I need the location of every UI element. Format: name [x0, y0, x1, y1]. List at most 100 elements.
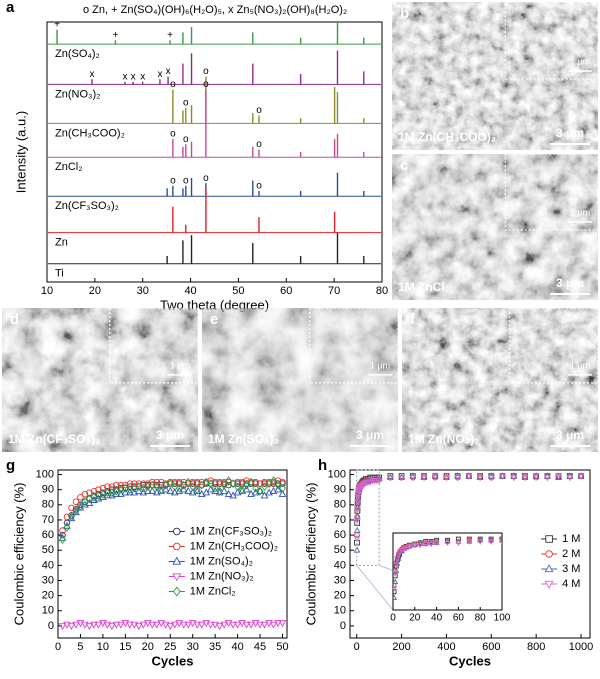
data-point	[247, 477, 255, 487]
inset-point	[393, 594, 398, 600]
data-point	[76, 620, 85, 628]
data-point	[251, 488, 260, 496]
data-point	[532, 472, 540, 479]
data-point	[220, 486, 228, 494]
zoom-region	[356, 469, 380, 566]
data-point	[63, 519, 71, 527]
plot-frame	[349, 469, 591, 639]
data-point	[197, 621, 206, 629]
micrograph-image	[392, 154, 598, 300]
inset-point	[428, 541, 435, 548]
data-point	[386, 475, 394, 482]
x-tick-label: 20	[142, 641, 154, 653]
data-point	[229, 621, 237, 629]
data-point	[149, 478, 156, 486]
x-tick-label: 45	[254, 641, 266, 653]
peak-symbol: o	[256, 139, 262, 150]
x-tick-label: 10	[97, 641, 109, 653]
data-point	[532, 473, 540, 480]
y-tick-label: 100	[328, 468, 346, 480]
micrograph-caption: 1M ZnCl₂	[398, 280, 450, 294]
x-axis-label: Cycles	[449, 653, 491, 668]
peak-symbol: o	[183, 134, 189, 145]
data-point	[117, 481, 125, 489]
inset-point	[393, 573, 398, 579]
data-point	[265, 620, 273, 628]
data-point	[211, 621, 219, 629]
inset-frame	[109, 308, 198, 384]
data-point	[134, 486, 143, 494]
data-point	[261, 482, 268, 492]
inset-x-tick-label: 20	[409, 613, 421, 624]
data-point	[117, 489, 125, 497]
data-point	[121, 488, 130, 496]
data-point	[180, 480, 188, 490]
legend-label: 4 M	[562, 578, 580, 590]
y-axis-label: Intensity (a.u.)	[13, 111, 28, 193]
legend-label: 1M ZnCl₂	[190, 585, 236, 597]
legend-label: 3 M	[562, 563, 580, 575]
zoom-connector	[356, 565, 394, 611]
data-point	[77, 493, 84, 501]
inset-scale-label: 1 μm	[170, 360, 190, 370]
data-point	[233, 621, 242, 629]
inset-x-tick-label: 100	[494, 613, 511, 624]
inset-scale-label: 1 μm	[570, 360, 590, 370]
data-point	[135, 482, 143, 492]
micrograph: 1 μm e 1M Zn(SO₄)₂ 3 μm	[202, 308, 398, 452]
data-point	[77, 501, 84, 511]
data-point	[398, 473, 405, 480]
micrograph-caption: 1M Zn(SO₄)₂	[208, 432, 279, 446]
data-point	[121, 620, 130, 628]
data-point	[202, 620, 211, 628]
data-point	[238, 485, 246, 495]
legend-label: 1M Zn(SO₄)₂	[190, 555, 253, 567]
data-point	[180, 478, 187, 486]
data-point	[94, 494, 103, 502]
x-tick-label: 40	[231, 641, 243, 653]
data-point	[256, 486, 264, 494]
data-point	[143, 486, 152, 494]
data-point	[206, 485, 215, 493]
data-point	[229, 479, 237, 488]
inset-scale-label: 1 μm	[570, 207, 590, 217]
peak-symbol: o	[203, 173, 209, 184]
data-point	[184, 477, 192, 487]
x-tick-label: 5	[77, 641, 83, 653]
data-point	[354, 494, 362, 502]
data-point	[72, 506, 80, 516]
x-tick-label: 0	[55, 641, 61, 653]
data-point	[148, 486, 157, 494]
data-point	[139, 621, 148, 629]
x-tick-label: 50	[276, 641, 288, 653]
data-point	[224, 489, 233, 497]
data-point	[108, 623, 116, 631]
peak-symbol: o	[170, 129, 176, 140]
data-point	[465, 472, 473, 479]
data-point	[243, 480, 250, 490]
y-tick-label: 30	[334, 574, 346, 586]
data-point	[179, 485, 188, 493]
peak-symbol: o	[170, 175, 176, 186]
y-axis-label: Coulombic efficiency (%)	[11, 483, 26, 626]
inset-frame	[309, 308, 398, 384]
data-point	[242, 621, 251, 629]
panel-label: g	[6, 457, 15, 474]
scale-bar-label: 3 μm	[356, 428, 384, 442]
data-point	[251, 620, 260, 628]
micrograph-caption: 1M Zn(CH₃COO)₂	[398, 130, 496, 144]
x-tick-label: 30	[187, 641, 199, 653]
data-point	[499, 473, 506, 480]
peak-symbol: o	[203, 66, 209, 77]
data-point	[216, 478, 223, 486]
x-tick-label: 200	[392, 641, 410, 653]
y-tick-label: 100	[36, 468, 54, 480]
data-point	[265, 479, 273, 488]
micrograph: 1 μm b 1M Zn(CH₃COO)₂ 3 μm	[392, 2, 598, 150]
micrograph-image	[2, 308, 198, 452]
inset-point	[393, 562, 400, 569]
pattern-label: ZnCl₂	[55, 161, 83, 173]
panel-label: b	[400, 5, 409, 22]
data-point	[577, 473, 585, 480]
y-tick-label: 10	[42, 605, 54, 617]
